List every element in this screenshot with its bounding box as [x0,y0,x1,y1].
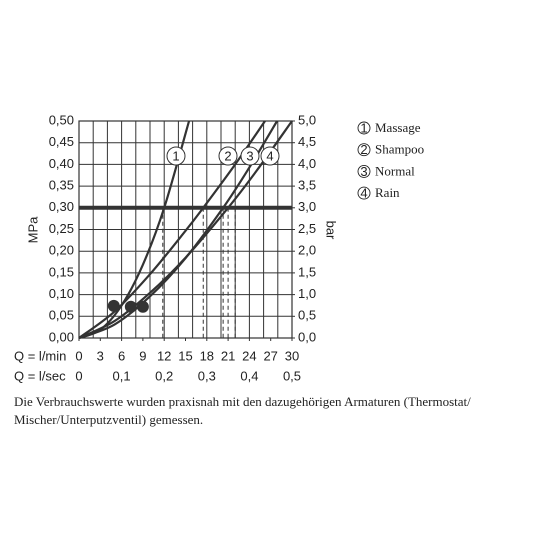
legend-label: Normal [375,163,415,178]
x2-tick-label: 0,2 [155,368,173,383]
y2-tick-label: 4,0 [298,156,316,171]
y-tick-label: 0,20 [49,243,74,258]
legend-number: 3 [360,164,367,179]
legend-circle [357,164,371,178]
caption: Mischer/Unterputzventil) gemessen. [14,412,203,427]
y2-tick-label: 2,5 [298,221,316,236]
curve-label: 3 [246,148,253,163]
y-tick-label: 0,05 [49,308,74,323]
y2-tick-label: 1,0 [298,286,316,301]
x-tick-label: 6 [118,348,125,363]
x-tick-label: 12 [157,348,171,363]
x2-tick-label: 0,4 [240,368,258,383]
curve-label-circle [166,146,186,166]
y-axis-label: MPa [25,216,40,244]
x2-tick-label: 0,3 [198,368,216,383]
legend-circle [357,186,371,200]
legend-number: 4 [360,186,367,201]
y-tick-label: 0,00 [49,329,74,344]
curve-label-circle [260,146,280,166]
y-tick-label: 0,10 [49,286,74,301]
y2-tick-label: 3,0 [298,199,316,214]
x2-tick-label: 0,5 [283,368,301,383]
point [107,299,120,312]
legend-label: Shampoo [375,142,424,157]
x-tick-label: 27 [263,348,277,363]
y-tick-label: 0,50 [49,112,74,127]
y2-tick-label: 0,0 [298,329,316,344]
y2-tick-label: 2,0 [298,243,316,258]
x-tick-label: 24 [242,348,256,363]
legend-circle [357,121,371,135]
plot-frame [78,120,293,339]
x-tick-label: 30 [285,348,299,363]
caption: Die Verbrauchswerte wurden praxisnah mit… [14,394,471,409]
x-tick-label: 15 [178,348,192,363]
y-tick-label: 0,15 [49,264,74,279]
legend-label: Rain [375,185,400,200]
y-tick-label: 0,35 [49,178,74,193]
series-line [78,120,293,339]
y2-tick-label: 5,0 [298,112,316,127]
curve-label-circle [240,146,260,166]
x2-tick-label: 0,1 [113,368,131,383]
y-tick-label: 0,30 [49,199,74,214]
x-tick-label: 9 [139,348,146,363]
y2-tick-label: 0,5 [298,308,316,323]
legend-number: 1 [360,120,367,135]
y2-axis-label: bar [324,221,339,240]
y-tick-label: 0,25 [49,221,74,236]
x-tick-label: 21 [221,348,235,363]
curve-label: 4 [266,148,273,163]
y2-tick-label: 1,5 [298,264,316,279]
y2-tick-label: 3,5 [298,178,316,193]
y2-tick-label: 4,5 [298,134,316,149]
x2-axis-label: Q = l/sec [14,368,66,383]
y-tick-label: 0,40 [49,156,74,171]
legend-label: Massage [375,120,421,135]
legend-number: 2 [360,142,367,157]
x2-tick-label: 0 [75,368,82,383]
y-tick-label: 0,45 [49,134,74,149]
point [124,300,137,313]
x-tick-label: 18 [200,348,214,363]
point [136,300,149,313]
legend-circle [357,143,371,157]
x-tick-label: 3 [97,348,104,363]
curve-label: 1 [172,148,179,163]
curve-label-circle [218,146,238,166]
x-tick-label: 0 [75,348,82,363]
x-axis-label: Q = l/min [14,348,66,363]
curve-label: 2 [224,148,231,163]
